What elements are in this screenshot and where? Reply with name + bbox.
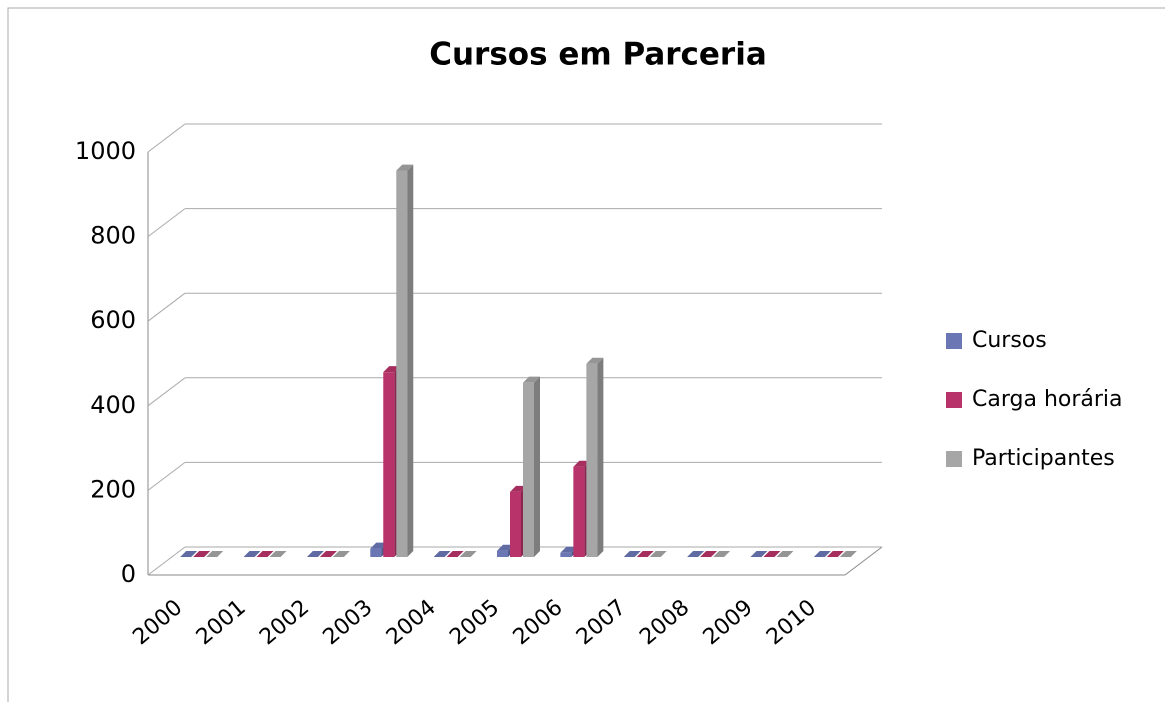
- bar: [497, 550, 508, 557]
- bar-top: [256, 551, 274, 557]
- legend-label: Carga horária: [972, 387, 1123, 412]
- bar-top: [687, 551, 705, 557]
- bar-side: [534, 376, 540, 557]
- bar-top: [180, 551, 198, 557]
- y-tick-label: 400: [90, 391, 136, 419]
- grid-line-side: [147, 377, 186, 407]
- x-tick-label: 2007: [572, 595, 631, 650]
- bar-top: [826, 551, 844, 557]
- bar-top: [459, 551, 477, 557]
- y-tick-label: 200: [90, 475, 136, 503]
- x-tick-label: 2005: [445, 595, 504, 650]
- x-tick-label: 2003: [319, 595, 378, 650]
- bar-top: [206, 551, 224, 557]
- grid-line-side: [147, 208, 186, 237]
- bar: [396, 170, 408, 557]
- bar-top: [396, 164, 414, 171]
- bar-top: [433, 551, 451, 557]
- x-tick-label: 2008: [635, 595, 694, 650]
- bar-top: [700, 551, 718, 557]
- x-tick-label: 2004: [382, 595, 441, 650]
- bar-top: [306, 551, 324, 557]
- bar-top: [510, 485, 527, 492]
- y-tick-label: 600: [90, 306, 136, 334]
- chart-title: Cursos em Parceria: [429, 37, 767, 73]
- bar-top: [383, 366, 401, 373]
- bar-top: [763, 551, 781, 557]
- bar: [586, 363, 598, 557]
- grid-line-side: [147, 292, 186, 322]
- bar-top: [750, 551, 768, 557]
- legend-swatch: [946, 451, 962, 467]
- y-tick-label: 800: [90, 222, 136, 250]
- x-tick-label: 2002: [255, 595, 314, 650]
- frame: [7, 7, 1165, 702]
- x-tick-label: 2009: [699, 595, 758, 650]
- legend-label: Participantes: [972, 446, 1115, 471]
- y-tick-label: 1000: [75, 137, 136, 165]
- bar-top: [560, 546, 578, 553]
- x-tick-label: 2006: [509, 595, 568, 650]
- bar-top: [269, 551, 287, 557]
- bar: [383, 372, 395, 557]
- bar-top: [319, 551, 337, 557]
- bar-top: [523, 376, 540, 383]
- bar-top: [446, 551, 464, 557]
- grid-line-side: [147, 123, 186, 153]
- grid-line-side: [147, 462, 186, 491]
- bar-top: [586, 357, 604, 364]
- bar-side: [597, 357, 604, 557]
- bar-top: [243, 551, 261, 557]
- bar: [573, 466, 585, 557]
- bar-top: [636, 551, 654, 557]
- bar-top: [839, 551, 857, 557]
- floor-right: [844, 546, 883, 576]
- bar-top: [193, 551, 211, 557]
- bar-top: [332, 551, 350, 557]
- y-tick-label: 0: [121, 560, 136, 588]
- bar-side: [407, 164, 414, 557]
- grid-line-side: [147, 546, 186, 576]
- bar-top: [776, 551, 794, 557]
- bar-top: [497, 544, 514, 551]
- bar: [523, 382, 534, 557]
- bar-top: [713, 551, 731, 557]
- legend-swatch: [946, 392, 962, 408]
- bar: [370, 548, 382, 557]
- x-tick-label: 2000: [128, 595, 187, 650]
- x-tick-label: 2001: [192, 595, 251, 650]
- bar: [560, 552, 572, 557]
- legend-label: Cursos: [972, 328, 1047, 353]
- x-tick-label: 2010: [762, 595, 821, 650]
- bar-top: [813, 551, 831, 557]
- bar-top: [573, 460, 591, 467]
- bar-top: [649, 551, 667, 557]
- bar: [510, 491, 521, 557]
- legend-swatch: [946, 333, 962, 349]
- bar-top: [370, 542, 388, 549]
- bar-top: [623, 551, 641, 557]
